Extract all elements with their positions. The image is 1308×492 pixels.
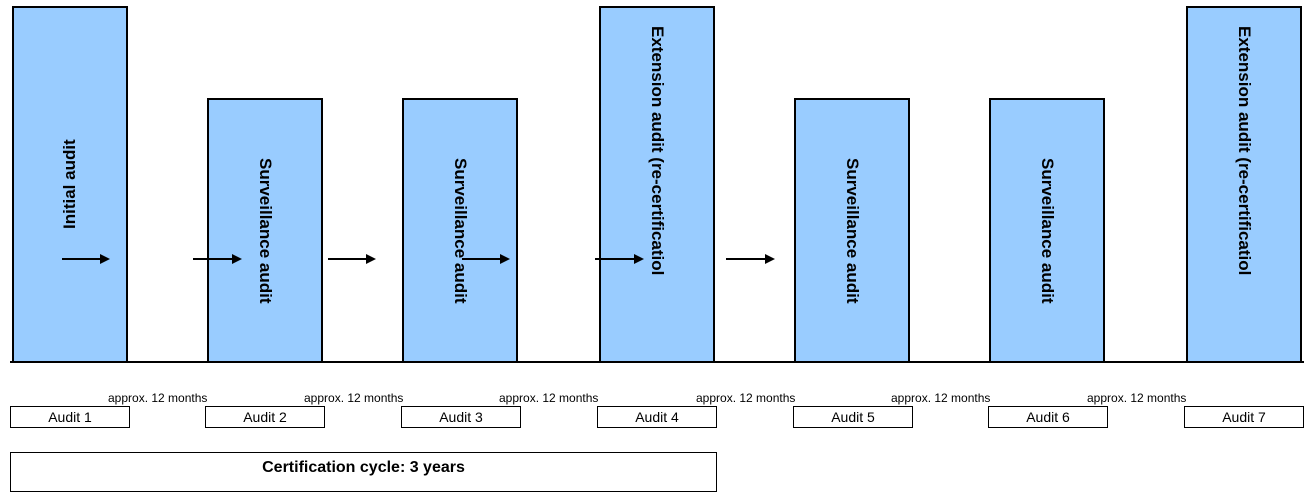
certification-cycle-box: Certification cycle: 3 years (10, 452, 717, 492)
audit-box-2: Audit 2 (205, 406, 325, 428)
arrow-icon (462, 254, 510, 264)
bar-label: Initial audit (60, 139, 79, 230)
bar-label: Surveillance audit (1038, 157, 1057, 304)
bar-extension-audit-1: Extension audit (re-certificatiol (599, 6, 715, 363)
bar-initial-audit: Initial audit (12, 6, 128, 363)
audit-box-4: Audit 4 (597, 406, 717, 428)
bar-surveillance-audit-4: Surveillance audit (989, 98, 1105, 363)
certification-cycle-label: Certification cycle: 3 years (262, 459, 465, 476)
bar-surveillance-audit-1: Surveillance audit (207, 98, 323, 363)
interval-label: approx. 12 months (1087, 391, 1187, 405)
interval-label: approx. 12 months (499, 391, 599, 405)
bar-label: Extension audit (re-certificatiol (648, 26, 667, 276)
audit-box-3: Audit 3 (401, 406, 521, 428)
bar-label: Surveillance audit (451, 157, 470, 304)
bar-label: Surveillance audit (843, 157, 862, 304)
arrow-icon (62, 254, 110, 264)
interval-label: approx. 12 months (891, 391, 991, 405)
interval-label: approx. 12 months (108, 391, 208, 405)
arrow-icon (726, 254, 775, 264)
bar-label: Extension audit (re-certificatiol (1235, 26, 1254, 276)
interval-label: approx. 12 months (696, 391, 796, 405)
arrow-icon (193, 254, 242, 264)
bar-extension-audit-2: Extension audit (re-certificatiol (1186, 6, 1302, 363)
audit-box-6: Audit 6 (988, 406, 1108, 428)
interval-label: approx. 12 months (304, 391, 404, 405)
audit-box-7: Audit 7 (1184, 406, 1304, 428)
bar-surveillance-audit-3: Surveillance audit (794, 98, 910, 363)
timeline-baseline (10, 361, 1304, 363)
audit-box-1: Audit 1 (10, 406, 130, 428)
bar-label: Surveillance audit (256, 157, 275, 304)
audit-box-5: Audit 5 (793, 406, 913, 428)
arrow-icon (595, 254, 644, 264)
bar-surveillance-audit-2: Surveillance audit (402, 98, 518, 363)
arrow-icon (328, 254, 376, 264)
